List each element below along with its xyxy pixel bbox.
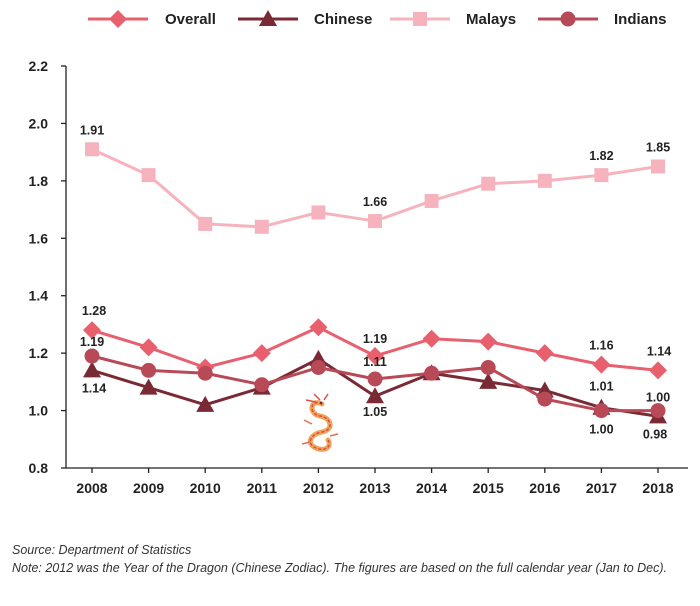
data-point-overall (139, 338, 158, 357)
data-point-indians (310, 360, 326, 375)
data-point-chinese (196, 395, 215, 412)
data-point-chinese (366, 387, 384, 404)
x-tick-label: 2008 (76, 480, 107, 496)
data-point-malays (424, 193, 439, 208)
legend-marker-malays (413, 12, 427, 26)
legend-marker-indians (560, 11, 576, 27)
data-point-malays (368, 214, 382, 229)
series-overall: 1.28 1.19 1.16 1.14 (82, 304, 671, 380)
data-point-indians (197, 365, 213, 381)
legend-marker-chinese (259, 10, 277, 26)
x-tick-label: 2016 (529, 480, 560, 496)
data-label-indians: 1.11 (363, 355, 387, 369)
data-point-malays (141, 168, 156, 183)
data-label-indians: 1.19 (80, 335, 104, 349)
legend-marker-overall (109, 10, 127, 28)
y-tick-label: 2.2 (29, 58, 49, 74)
series-malays: 1.91 1.66 1.82 1.85 (80, 123, 670, 234)
data-point-indians (254, 377, 270, 393)
data-point-overall (309, 318, 328, 337)
data-label-malays: 1.82 (589, 149, 613, 163)
data-point-indians (141, 362, 157, 378)
data-point-overall (366, 347, 384, 366)
legend-label-overall: Overall (165, 11, 216, 28)
y-tick-label: 1.6 (29, 230, 49, 246)
data-point-chinese (139, 378, 158, 395)
data-point-malays (481, 176, 496, 191)
x-tick-label: 2014 (416, 480, 447, 496)
data-label-overall: 1.19 (363, 332, 387, 346)
data-point-indians (84, 348, 100, 364)
data-point-overall (83, 321, 101, 340)
data-point-overall (535, 344, 554, 363)
data-label-chinese: 1.14 (82, 381, 106, 395)
legend-item-malays: Malays (390, 11, 516, 28)
data-point-overall (649, 361, 667, 380)
data-point-overall (479, 332, 498, 351)
legend-label-malays: Malays (466, 11, 516, 28)
data-point-malays (537, 173, 552, 188)
data-label-overall: 1.28 (82, 304, 106, 318)
y-tick-label: 1.2 (29, 345, 49, 361)
y-tick-label: 1.8 (29, 173, 49, 189)
footnote: Note: 2012 was the Year of the Dragon (C… (12, 561, 667, 575)
data-label-chinese: 0.98 (643, 427, 667, 441)
data-point-overall (422, 329, 441, 348)
y-tick-label: 0.8 (29, 460, 49, 476)
axes: 0.8 1.0 1.2 1.4 1.6 1.8 2.0 2.2 2008 2009 2010 2011… (29, 58, 688, 496)
x-tick-label: 2013 (359, 480, 390, 496)
legend-label-indians: Indians (614, 11, 667, 28)
series-layer: 1.91 1.66 1.82 1.85 1.28 1.19 1.16 1.14 1.14 1.05… (80, 123, 671, 441)
data-point-overall (252, 344, 271, 363)
data-label-overall: 1.14 (647, 344, 671, 358)
data-point-malays (311, 205, 326, 220)
data-point-malays (198, 216, 213, 231)
x-tick-label: 2015 (473, 480, 504, 496)
data-label-chinese: 1.05 (363, 405, 387, 419)
data-label-indians: 1.00 (589, 423, 613, 437)
data-point-indians (480, 360, 496, 375)
x-tick-label: 2010 (190, 480, 221, 496)
y-tick-label: 2.0 (29, 115, 49, 131)
legend-item-indians: Indians (538, 11, 667, 28)
data-point-indians (424, 365, 440, 381)
x-tick-label: 2012 (303, 480, 334, 496)
legend-label-chinese: Chinese (314, 11, 372, 28)
series-indians: 1.19 1.11 1.00 1.00 (80, 335, 670, 437)
x-tick-label: 2018 (642, 480, 673, 496)
data-label-malays: 1.91 (80, 123, 104, 137)
data-point-indians (537, 391, 553, 407)
x-tick-label: 2009 (133, 480, 164, 496)
data-point-chinese (83, 361, 101, 378)
dragon-icon (301, 393, 339, 452)
data-point-malays (85, 142, 99, 157)
data-label-malays: 1.85 (646, 141, 670, 155)
data-label-malays: 1.66 (363, 195, 387, 209)
x-tick-label: 2017 (586, 480, 617, 496)
data-point-chinese (479, 372, 498, 389)
data-point-malays (594, 168, 609, 183)
y-tick-label: 1.0 (29, 403, 49, 419)
data-point-indians (367, 371, 383, 387)
data-label-indians: 1.00 (646, 391, 670, 405)
legend: Overall Chinese Malays Indians (88, 10, 667, 28)
data-point-malays (254, 219, 269, 234)
legend-item-chinese: Chinese (238, 10, 372, 28)
y-tick-label: 1.4 (29, 288, 49, 304)
data-point-malays (651, 159, 665, 174)
data-label-overall: 1.16 (589, 339, 613, 353)
data-point-overall (592, 355, 611, 374)
data-label-chinese: 1.01 (589, 380, 613, 394)
data-point-indians (650, 403, 666, 419)
chart: Overall Chinese Malays Indians 0.8 1.0 1.2 1.4… (29, 10, 688, 496)
data-point-indians (593, 403, 609, 419)
source-note: Source: Department of Statistics (12, 543, 192, 557)
x-tick-label: 2011 (247, 480, 278, 496)
legend-item-overall: Overall (88, 10, 216, 28)
